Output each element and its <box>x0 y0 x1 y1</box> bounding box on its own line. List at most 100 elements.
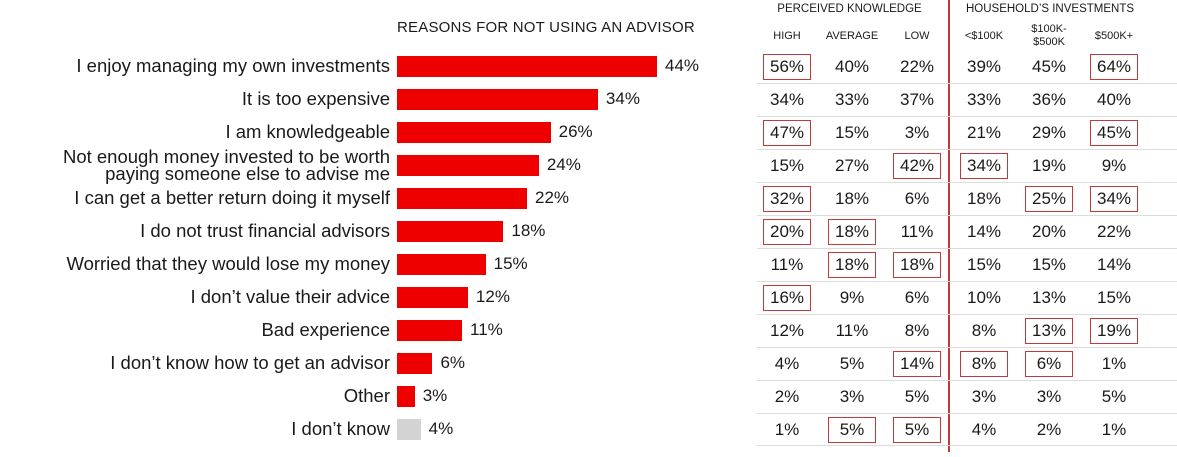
row-separator <box>757 281 1177 282</box>
category-label: Not enough money invested to be worth pay… <box>62 145 390 184</box>
table-cell: 8% <box>904 320 930 340</box>
bar <box>397 155 539 176</box>
column-header: LOW <box>877 30 957 43</box>
bar <box>397 89 598 110</box>
category-label-line: It is too expensive <box>241 88 390 109</box>
chart-title: REASONS FOR NOT USING AN ADVISOR <box>397 19 695 36</box>
table-cell-highlighted: 34% <box>960 152 1008 179</box>
table-cell: 11% <box>770 254 804 274</box>
table-cell: 18% <box>966 188 1002 208</box>
table-cell: 15% <box>1031 254 1067 274</box>
table-cell-highlighted: 42% <box>893 152 941 179</box>
row-separator <box>757 380 1177 381</box>
row-separator <box>757 83 1177 84</box>
table-cell-highlighted: 34% <box>1090 185 1138 212</box>
bar-value-label: 11% <box>470 319 503 339</box>
table-cell: 1% <box>1101 353 1127 373</box>
table-cell: 5% <box>839 353 865 373</box>
table-cell: 45% <box>1031 56 1067 76</box>
table-cell: 20% <box>1031 221 1067 241</box>
table-cell: 22% <box>1096 221 1132 241</box>
category-label: Bad experience <box>261 320 390 339</box>
table-cell: 40% <box>1096 89 1132 109</box>
group-header-household-investments: HOUSEHOLD’S INVESTMENTS <box>965 3 1135 15</box>
category-label-line: I do not trust financial advisors <box>140 220 390 241</box>
bar-value-label: 24% <box>546 154 581 174</box>
bar-value-label: 12% <box>475 286 510 306</box>
table-cell-highlighted: 8% <box>960 350 1008 377</box>
row-separator <box>757 248 1177 249</box>
table-cell: 11% <box>900 221 934 241</box>
bar-value-label: 6% <box>440 352 466 372</box>
column-header: AVERAGE <box>812 30 892 43</box>
bar <box>397 254 486 275</box>
category-label-line: I am knowledgeable <box>225 121 390 142</box>
table-cell-highlighted: 5% <box>828 416 876 443</box>
table-cell: 15% <box>769 155 805 175</box>
column-header-line: LOW <box>904 30 930 42</box>
category-label: It is too expensive <box>241 88 390 109</box>
table-cell: 12% <box>769 320 805 340</box>
category-label-line: Worried that they would lose my money <box>66 253 390 274</box>
table-cell: 9% <box>839 287 865 307</box>
row-separator <box>757 182 1177 183</box>
table-cell-highlighted: 45% <box>1090 119 1138 146</box>
table-cell: 2% <box>1036 419 1062 439</box>
column-header: $500K+ <box>1074 30 1154 43</box>
table-cell: 11% <box>835 320 869 340</box>
column-header-line: HIGH <box>773 30 801 42</box>
table-cell: 8% <box>971 320 997 340</box>
bar-value-label: 18% <box>511 220 546 240</box>
table-cell-highlighted: 19% <box>1090 317 1138 344</box>
column-header-line: AVERAGE <box>825 30 879 42</box>
table-cell: 14% <box>966 221 1002 241</box>
bar-value-label: 15% <box>493 253 528 273</box>
table-cell-highlighted: 18% <box>893 251 941 278</box>
row-separator <box>757 413 1177 414</box>
table-cell-highlighted: 56% <box>763 53 811 80</box>
category-label-line: I enjoy managing my own investments <box>76 55 390 76</box>
column-header-line: <$100K <box>964 30 1004 42</box>
row-separator <box>757 149 1177 150</box>
group-divider-line <box>948 0 950 452</box>
table-cell: 36% <box>1031 89 1067 109</box>
table-cell-highlighted: 5% <box>893 416 941 443</box>
table-cell: 3% <box>904 122 930 142</box>
table-cell-highlighted: 16% <box>763 284 811 311</box>
bar <box>397 56 657 77</box>
table-cell-highlighted: 20% <box>763 218 811 245</box>
table-cell-highlighted: 47% <box>763 119 811 146</box>
bar <box>397 386 415 407</box>
table-cell-highlighted: 6% <box>1025 350 1073 377</box>
bar-value-label: 26% <box>558 121 593 141</box>
bar <box>397 287 468 308</box>
table-cell-highlighted: 13% <box>1025 317 1073 344</box>
bar <box>397 188 527 209</box>
table-cell: 13% <box>1031 287 1067 307</box>
category-label: I do not trust financial advisors <box>140 220 390 241</box>
table-cell: 33% <box>966 89 1002 109</box>
bar <box>397 419 421 440</box>
category-label: Worried that they would lose my money <box>66 253 390 274</box>
column-header: <$100K <box>944 30 1024 43</box>
table-cell: 1% <box>774 419 800 439</box>
table-cell: 37% <box>899 89 935 109</box>
category-label-line: I don’t value their advice <box>190 286 390 307</box>
column-header-line: $500K <box>1033 36 1065 48</box>
table-cell: 5% <box>904 386 930 406</box>
bar-value-label: 34% <box>605 88 640 108</box>
column-header: HIGH <box>747 30 827 43</box>
group-header-perceived-knowledge: PERCEIVED KNOWLEDGE <box>777 3 922 15</box>
column-header-line: $100K- <box>1031 23 1067 35</box>
bar-value-label: 3% <box>422 385 448 405</box>
table-cell: 3% <box>839 386 865 406</box>
table-cell: 18% <box>834 188 870 208</box>
table-cell: 21% <box>966 122 1002 142</box>
table-cell: 15% <box>834 122 870 142</box>
table-cell: 40% <box>834 56 870 76</box>
category-label-line: Not enough money invested to be worth <box>62 145 390 167</box>
category-label-line: Other <box>343 385 390 406</box>
bar <box>397 353 433 374</box>
category-label-line: paying someone else to advise me <box>105 162 390 184</box>
table-cell: 5% <box>1101 386 1127 406</box>
